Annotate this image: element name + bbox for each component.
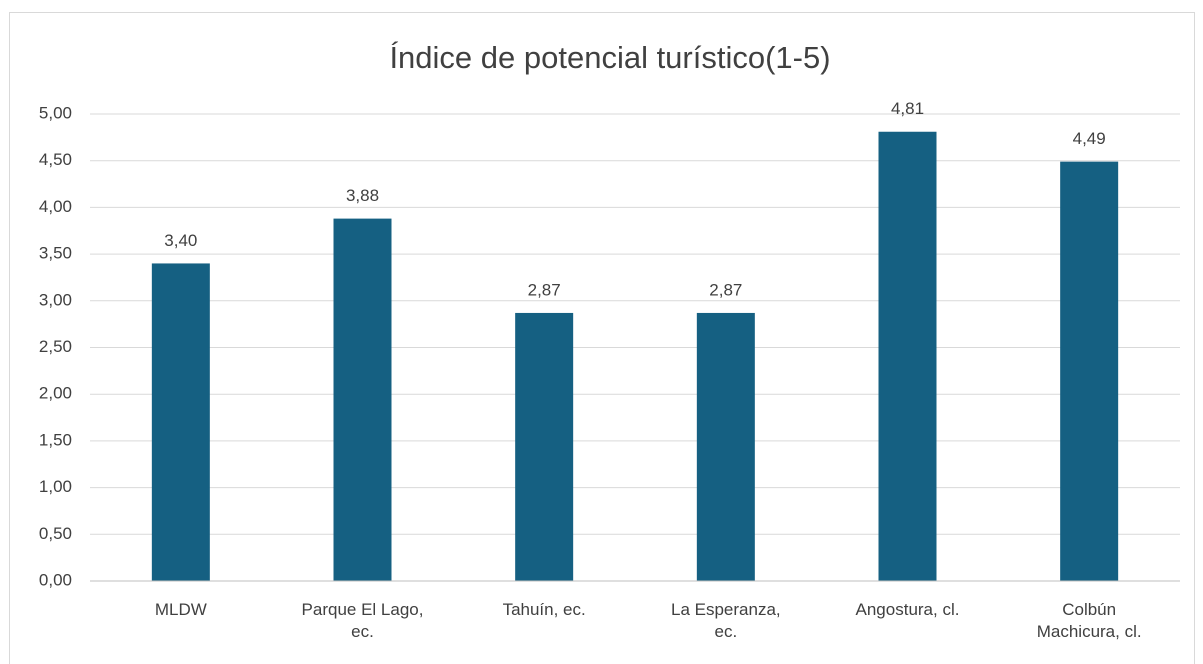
y-tick-label: 1,00 [39,477,72,496]
bar [696,312,755,581]
x-tick-label: Parque El Lago, ec. [301,600,424,641]
value-label: 4,81 [891,99,924,118]
value-label: 4,49 [1073,129,1106,148]
x-tick-label: La Esperanza, ec. [671,600,781,641]
value-label: 3,88 [346,186,379,205]
y-tick-label: 3,00 [39,290,72,309]
bar [878,131,937,581]
y-tick-label: 2,00 [39,384,72,403]
value-label: 3,40 [164,231,197,250]
bar [333,218,392,581]
y-tick-label: 4,50 [39,150,72,169]
y-tick-label: 4,00 [39,197,72,216]
bar [515,312,574,581]
bar [151,263,210,581]
value-label: 2,87 [709,280,742,299]
y-tick-label: 0,50 [39,524,72,543]
x-tick-label: MLDW [154,600,207,619]
y-tick-label: 3,50 [39,244,72,263]
y-tick-label: 1,50 [39,430,72,449]
x-tick-label: Colbún Machicura, cl. [1036,600,1142,641]
x-tick-label: Tahuín, ec. [502,600,586,619]
y-tick-label: 2,50 [39,337,72,356]
y-tick-label: 0,00 [39,570,72,589]
bar [1060,161,1119,581]
chart-title: Índice de potencial turístico(1-5) [389,40,830,75]
x-tick-label: Angostura, cl. [855,600,960,619]
y-tick-label: 5,00 [39,103,72,122]
value-label: 2,87 [528,280,561,299]
